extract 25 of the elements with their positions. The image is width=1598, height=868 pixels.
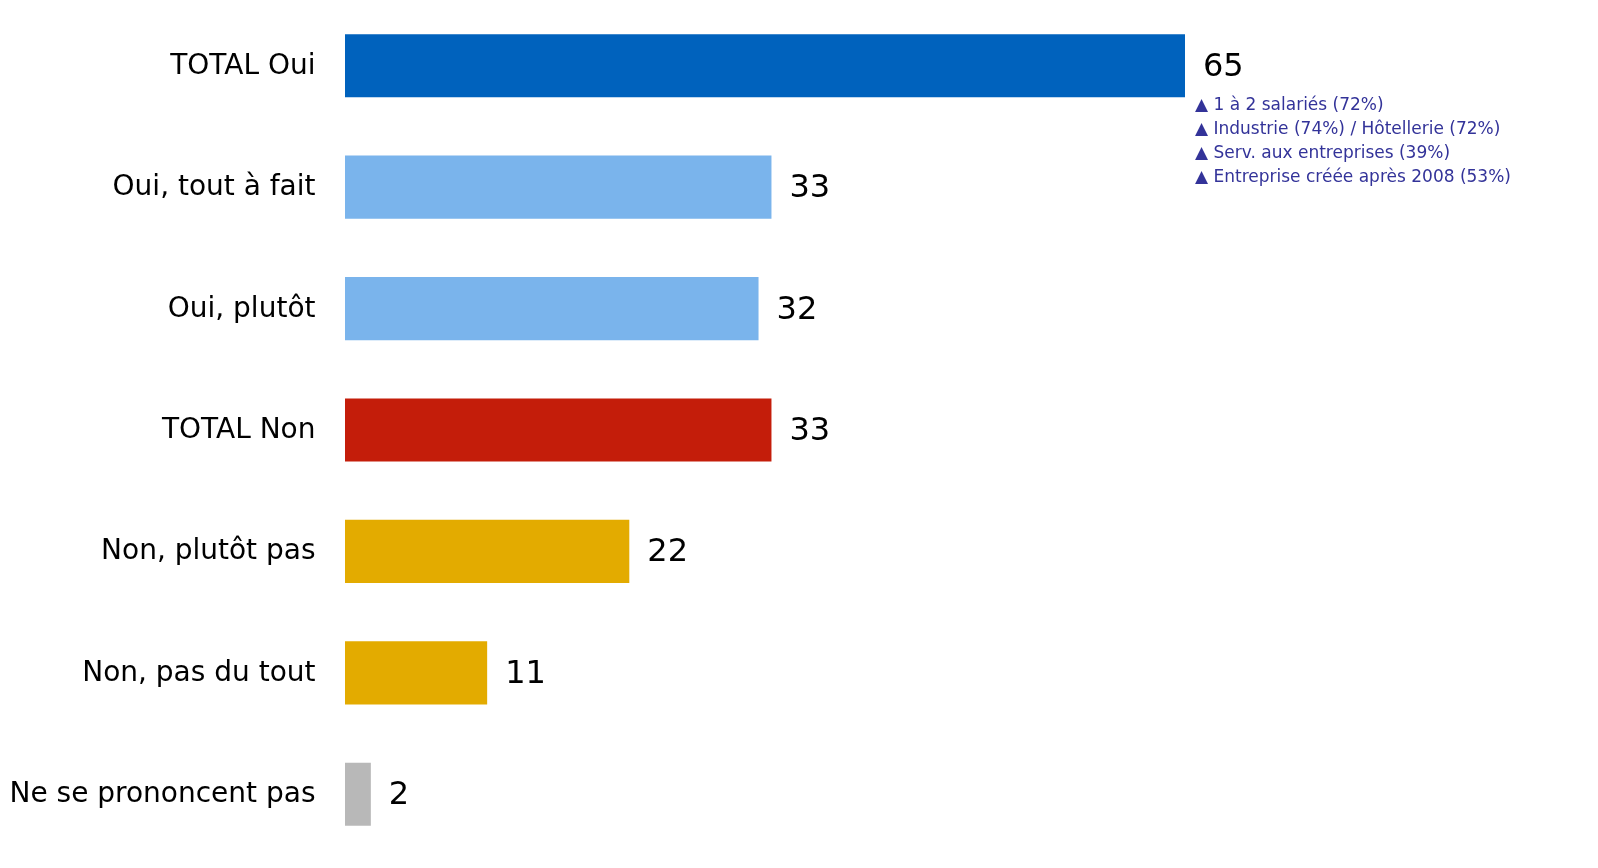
y-tick-label: Oui, plutôt <box>167 290 316 324</box>
data-label: 33 <box>789 410 831 448</box>
bar <box>345 155 772 219</box>
text: ▲ 1 à 2 salariés (72%) <box>1195 94 1384 114</box>
bar <box>345 762 371 826</box>
data-label: 2 <box>388 774 410 813</box>
bar <box>345 398 772 462</box>
bar <box>345 519 630 583</box>
data-label: 11 <box>505 652 546 691</box>
bar <box>345 34 1185 98</box>
text: ▲ Serv. aux entreprises (39%) <box>1195 142 1451 162</box>
y-tick-label: Ne se prononcent pas <box>9 776 316 810</box>
bar <box>345 277 759 341</box>
text: ▲ Industrie (74%) / Hôtellerie (72%) <box>1195 118 1501 138</box>
y-tick-label: TOTAL Oui <box>169 47 316 81</box>
bar <box>345 641 488 705</box>
y-tick-label: Non, plutôt pas <box>101 533 316 567</box>
y-tick-label: TOTAL Non <box>160 412 316 445</box>
data-label: 65 <box>1203 45 1244 84</box>
data-label: 32 <box>776 288 818 327</box>
y-tick-label: Non, pas du tout <box>82 654 316 688</box>
data-label: 22 <box>647 531 689 570</box>
text: ▲ Entreprise créée après 2008 (53%) <box>1195 166 1511 186</box>
data-label: 33 <box>789 167 831 206</box>
y-tick-label: Oui, tout à fait <box>112 169 316 203</box>
